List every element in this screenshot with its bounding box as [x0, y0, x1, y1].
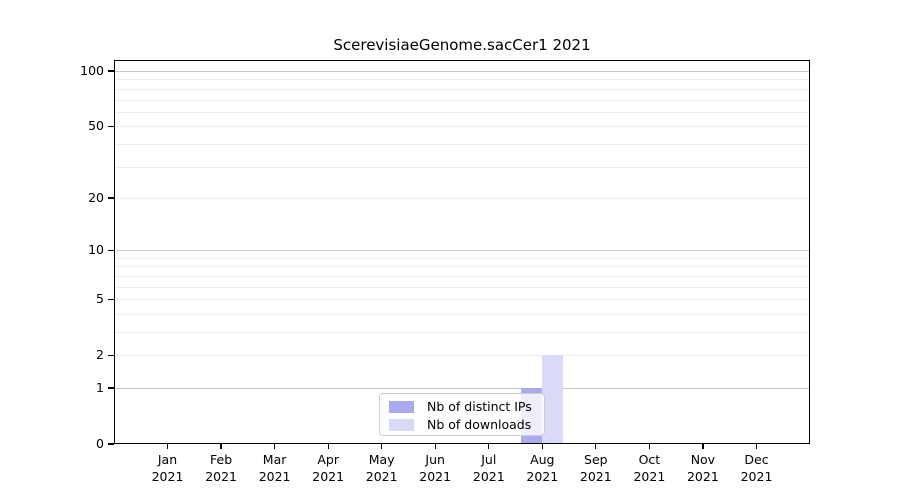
legend-swatch [389, 400, 414, 413]
x-tick-label: Jul 2021 [472, 452, 505, 484]
x-tick-label: Nov 2021 [686, 452, 719, 484]
x-tick-mark [702, 444, 704, 449]
x-tick-label: Oct 2021 [633, 452, 666, 484]
x-tick-label: Apr 2021 [312, 452, 345, 484]
x-tick-mark [755, 444, 758, 449]
x-tick-mark [381, 444, 383, 449]
y-tick-label: 0 [96, 436, 104, 451]
x-tick-mark [595, 444, 597, 449]
y-tick-label: 100 [80, 63, 104, 78]
x-tick-mark [488, 444, 490, 449]
x-tick-label: Aug 2021 [526, 452, 559, 484]
x-tick-mark [648, 444, 651, 449]
x-tick-mark [220, 444, 222, 449]
y-tick-label: 5 [96, 291, 104, 307]
x-tick-mark [327, 444, 329, 449]
x-tick-label: Jan 2021 [151, 452, 184, 484]
x-tick-mark [166, 444, 169, 449]
x-tick-mark [273, 444, 276, 449]
x-tick-label: Jun 2021 [419, 452, 452, 484]
legend-item: Nb of downloads [389, 416, 535, 433]
legend-label: Nb of distinct IPs [427, 399, 532, 414]
x-tick-label: May 2021 [365, 452, 398, 484]
y-tick-label: 2 [96, 347, 104, 363]
y-tick-label: 1 [96, 380, 104, 395]
chart-title: ScerevisiaeGenome.sacCer1 2021 [333, 36, 591, 54]
x-tick-mark [434, 444, 436, 449]
legend-swatch [389, 418, 414, 431]
legend-label: Nb of downloads [427, 417, 532, 432]
x-tick-label: Feb 2021 [205, 452, 237, 484]
x-tick-mark [541, 444, 543, 449]
y-tick-label: 50 [88, 118, 104, 134]
x-tick-label: Sep 2021 [579, 452, 612, 484]
legend-item: Nb of distinct IPs [389, 398, 535, 415]
x-tick-label: Mar 2021 [258, 452, 291, 484]
y-tick-label: 20 [88, 189, 104, 205]
plot-border [114, 60, 810, 444]
y-tick-label: 10 [88, 242, 104, 258]
legend: Nb of distinct IPs Nb of downloads [379, 393, 545, 436]
x-tick-label: Dec 2021 [740, 452, 773, 484]
